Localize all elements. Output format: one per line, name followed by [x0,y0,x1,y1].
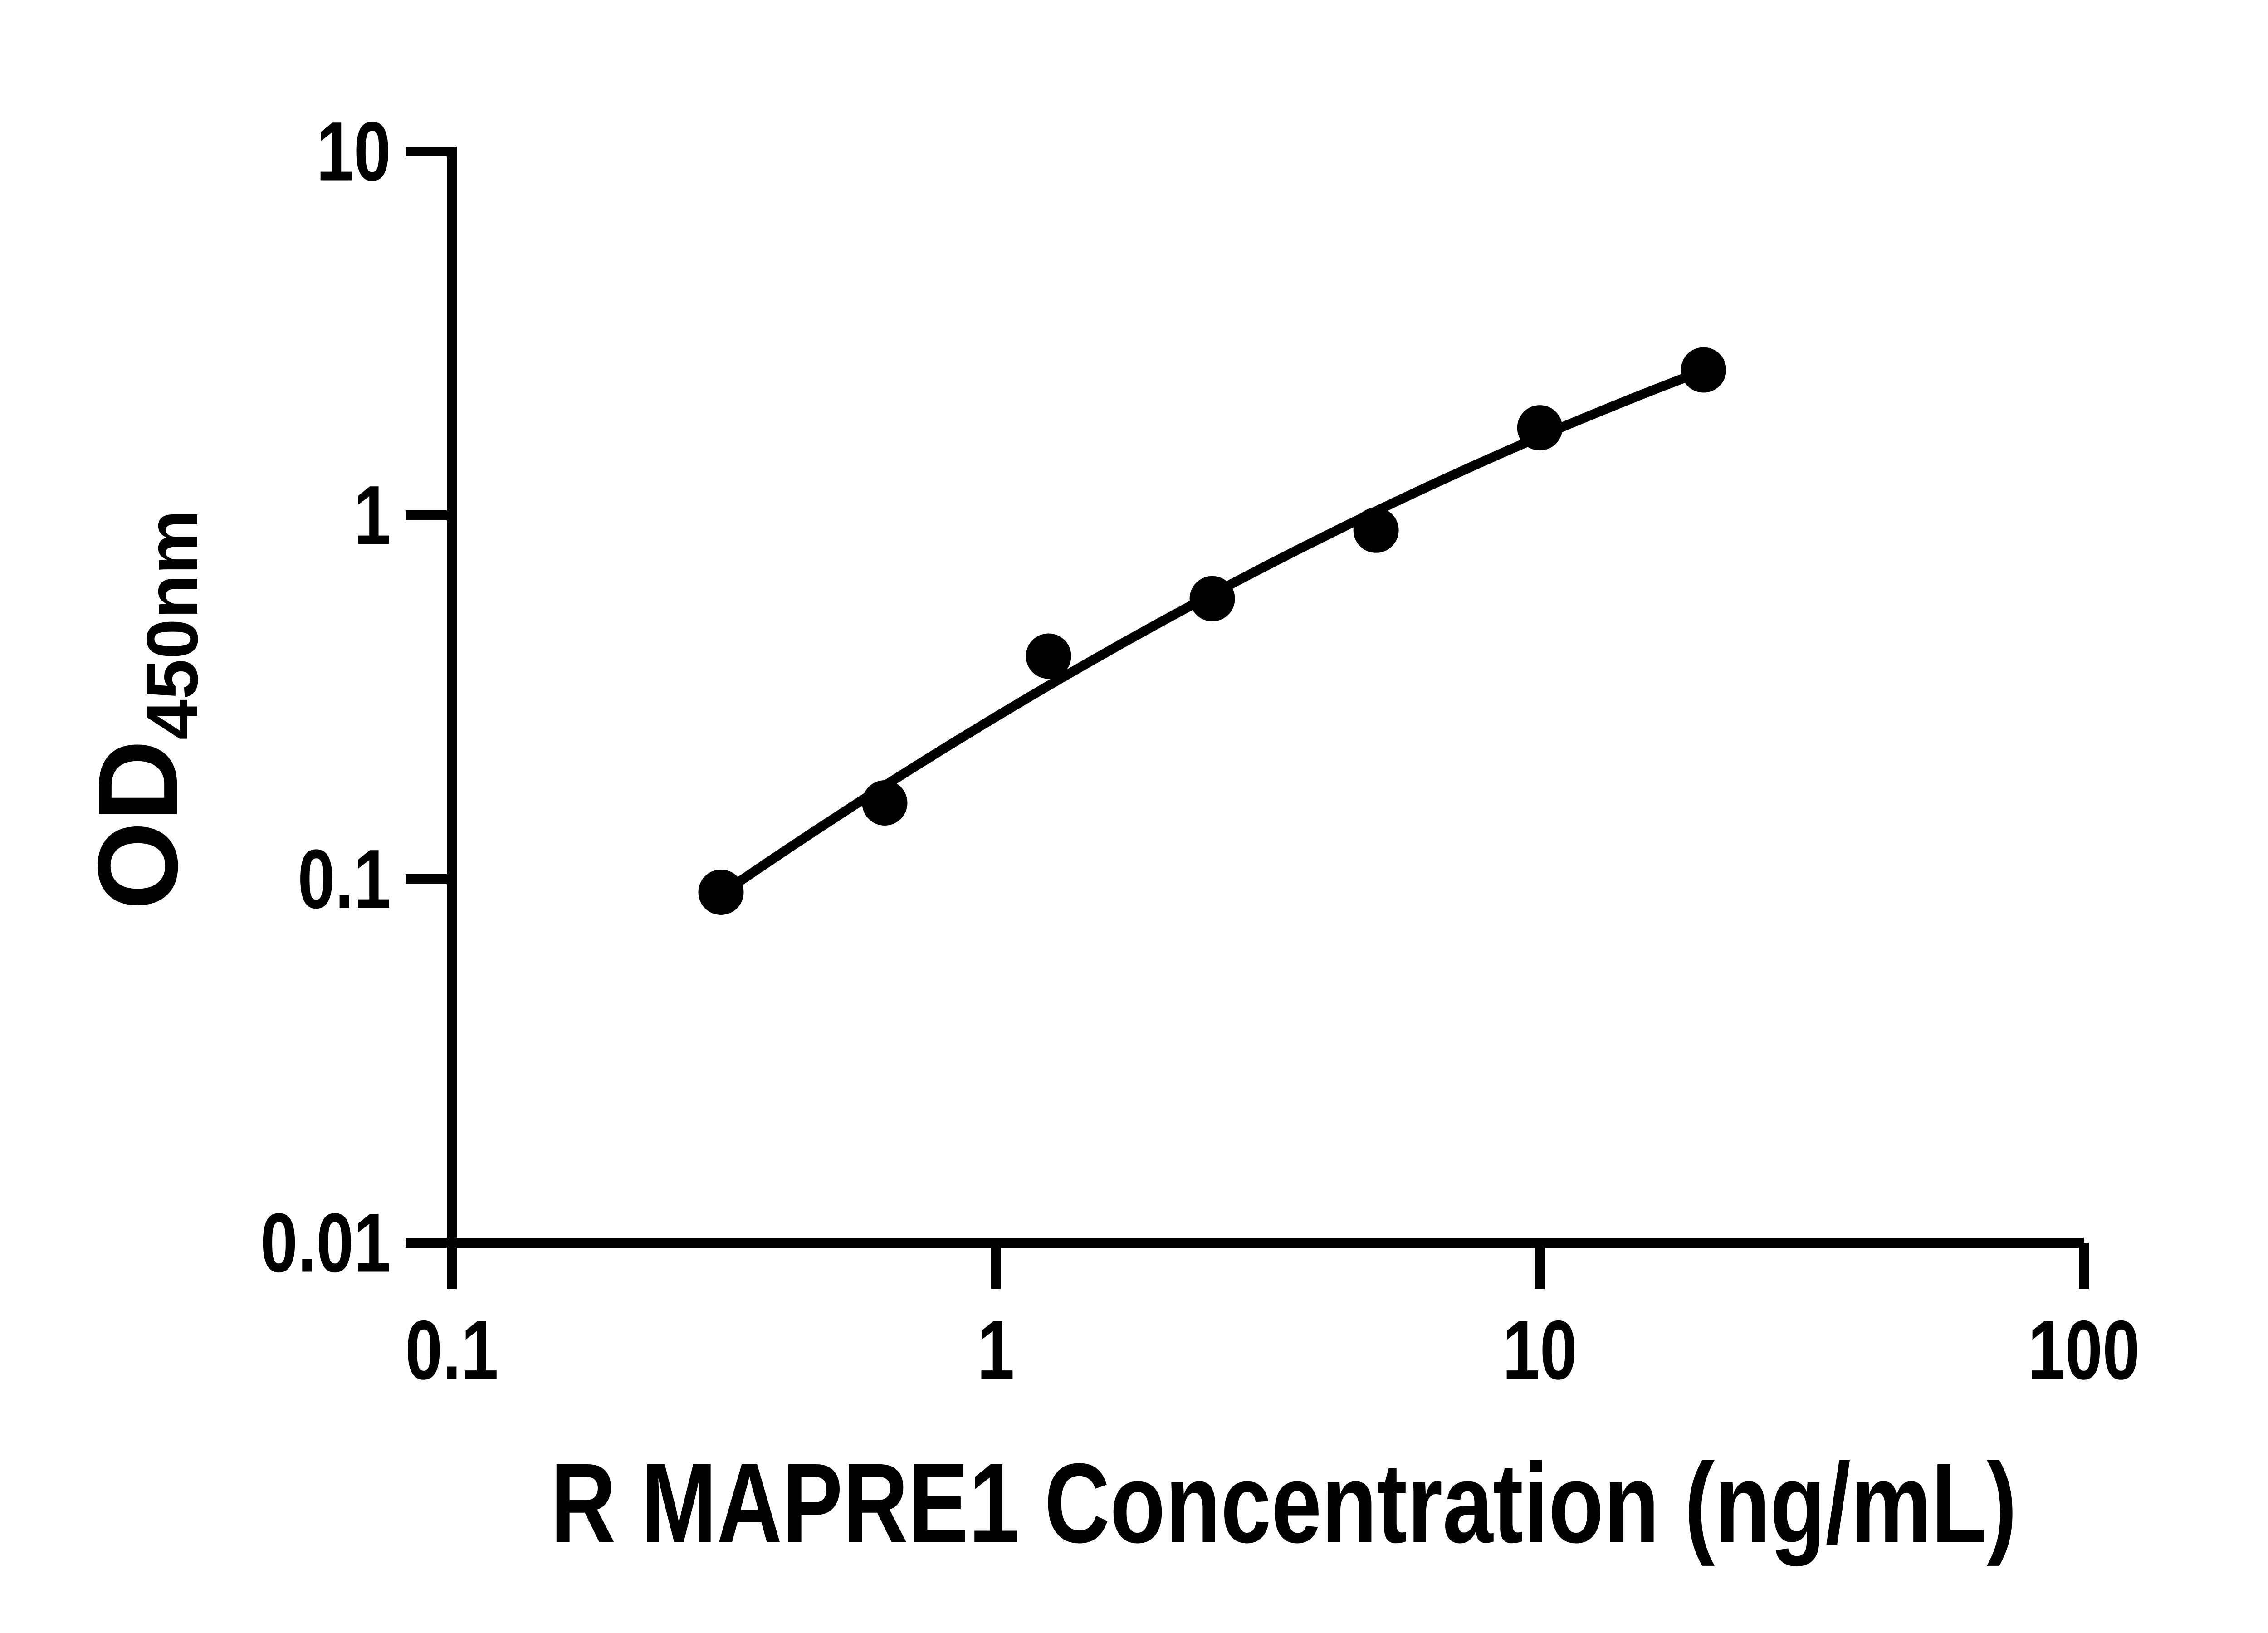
x-axis-title: R MAPRE1 Concentration (ng/mL) [550,1440,2017,1566]
data-point [1517,405,1563,451]
x-tick-label: 1 [977,1303,1014,1397]
y-axis-ticks: 0.01 0.1 1 10 [260,105,452,1290]
data-point [1026,633,1071,679]
y-tick-label: 0.01 [260,1196,391,1290]
x-tick-label: 100 [2028,1303,2140,1397]
y-axis-title-main: OD [74,740,201,910]
y-tick-label: 10 [316,105,391,199]
y-axis-title-subscript: 450nm [132,510,213,740]
y-axis-title: OD450nm [74,510,213,910]
data-point [862,780,908,826]
data-point-markers [698,347,1726,915]
x-tick-label: 10 [1502,1303,1577,1397]
y-tick-label: 1 [354,469,391,562]
data-point [1189,576,1235,621]
y-tick-label: 0.1 [298,832,391,926]
x-tick-label: 0.1 [405,1303,499,1397]
data-point [1681,347,1726,393]
data-point [698,870,744,915]
data-point [1353,507,1399,553]
x-axis-ticks: 0.1 1 10 100 [405,1243,2140,1397]
